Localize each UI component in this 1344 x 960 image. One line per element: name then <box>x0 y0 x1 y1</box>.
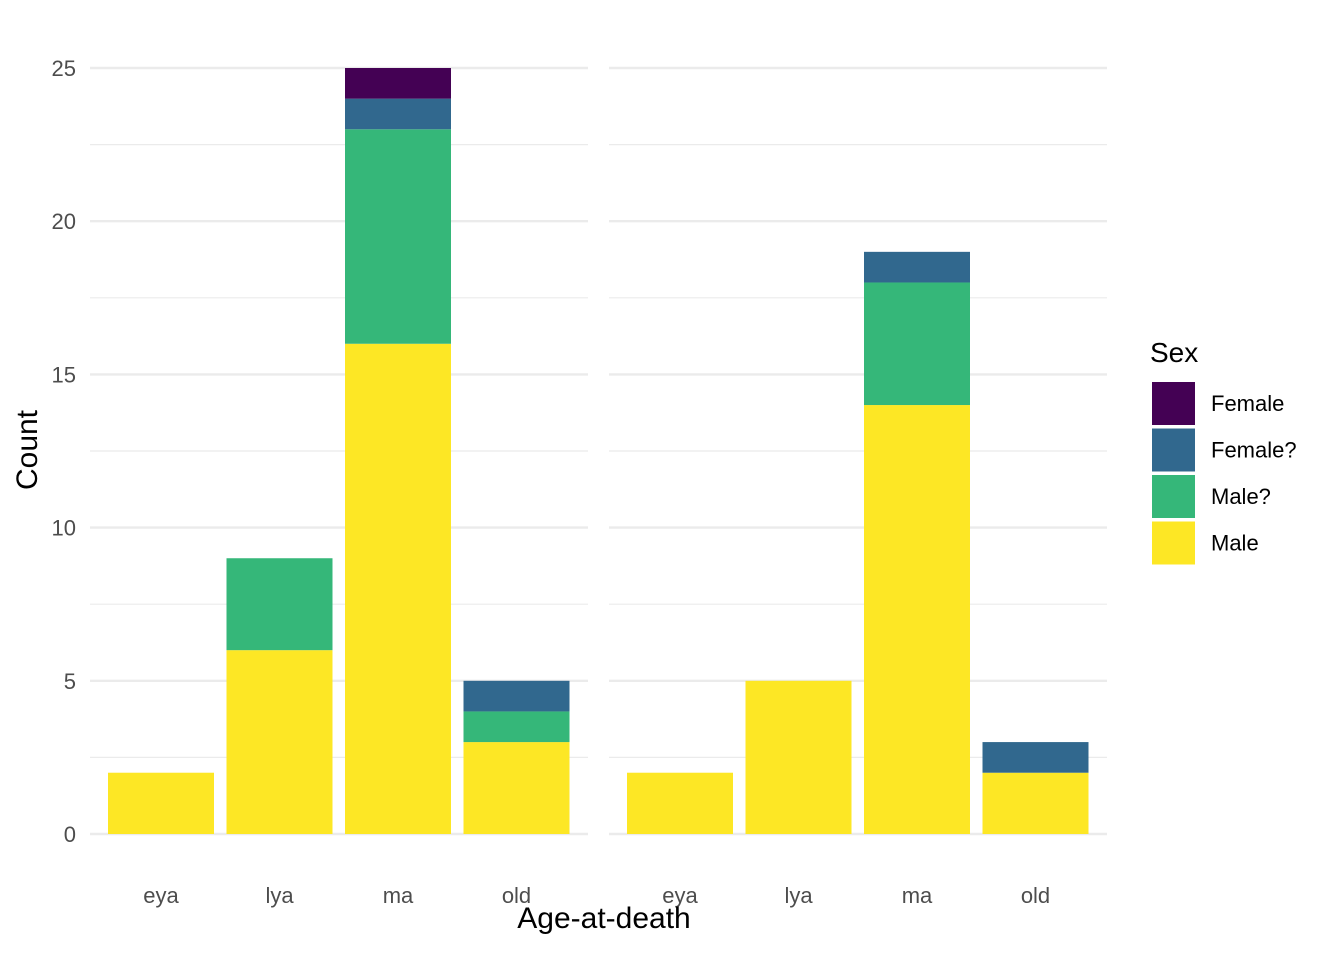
x-tick-label: old <box>1021 883 1050 908</box>
panel-1: eya lya ma old <box>90 66 588 908</box>
x-tick-label: ma <box>902 883 933 908</box>
y-tick-label: 15 <box>52 362 76 387</box>
legend-key-female-uncertain <box>1152 428 1195 472</box>
bar-segment-lya-male <box>745 680 852 834</box>
y-axis-title: Count <box>11 409 44 490</box>
bar-segment-ma-male <box>345 343 451 834</box>
y-axis-ticks: 0 5 10 15 20 25 <box>52 56 76 847</box>
x-axis-title: Age-at-death <box>517 902 690 935</box>
bar-segment-eya-male <box>108 772 214 834</box>
x-tick-label: ma <box>383 883 414 908</box>
bar-segment-ma-male <box>864 405 970 834</box>
bar-segment-old-male <box>463 742 570 834</box>
bar-segment-ma-male-uncertain <box>345 129 451 344</box>
bar-segment-ma-male-uncertain <box>864 282 970 406</box>
bar-segment-ma-female-uncertain <box>864 251 970 283</box>
bar-segment-lya-male-uncertain <box>226 558 333 651</box>
x-tick-label: eya <box>662 883 698 908</box>
y-tick-label: 10 <box>52 516 76 541</box>
bar-segment-ma-female <box>345 68 451 99</box>
bar-segment-old-male <box>982 772 1089 834</box>
legend-label: Male <box>1211 531 1259 556</box>
y-tick-label: 20 <box>52 209 76 234</box>
legend-label: Male? <box>1211 484 1271 509</box>
legend-title: Sex <box>1150 337 1198 368</box>
panel-2: eya lya ma old <box>609 66 1107 908</box>
chart-panels: eya lya ma old eya lya ma old <box>90 66 1107 908</box>
bar-segment-old-male-uncertain <box>463 711 570 743</box>
legend-label: Female? <box>1211 438 1297 463</box>
bar-segment-ma-female-uncertain <box>345 98 451 130</box>
bar-segment-eya-male <box>627 772 733 834</box>
x-tick-label: eya <box>143 883 179 908</box>
legend-key-female <box>1152 382 1195 425</box>
y-tick-label: 0 <box>64 822 76 847</box>
legend: Sex Female Female? Male? Male <box>1150 337 1297 565</box>
legend-key-male <box>1152 521 1195 565</box>
x-tick-label: lya <box>265 883 294 908</box>
x-tick-label: old <box>502 883 531 908</box>
y-tick-label: 25 <box>52 56 76 81</box>
y-tick-label: 5 <box>64 669 76 694</box>
bar-segment-old-female-uncertain <box>982 742 1089 773</box>
x-tick-label: lya <box>784 883 813 908</box>
legend-key-male-uncertain <box>1152 475 1195 518</box>
legend-label: Female <box>1211 391 1284 416</box>
bar-segment-old-female-uncertain <box>463 680 570 712</box>
bar-segment-lya-male <box>226 650 333 834</box>
